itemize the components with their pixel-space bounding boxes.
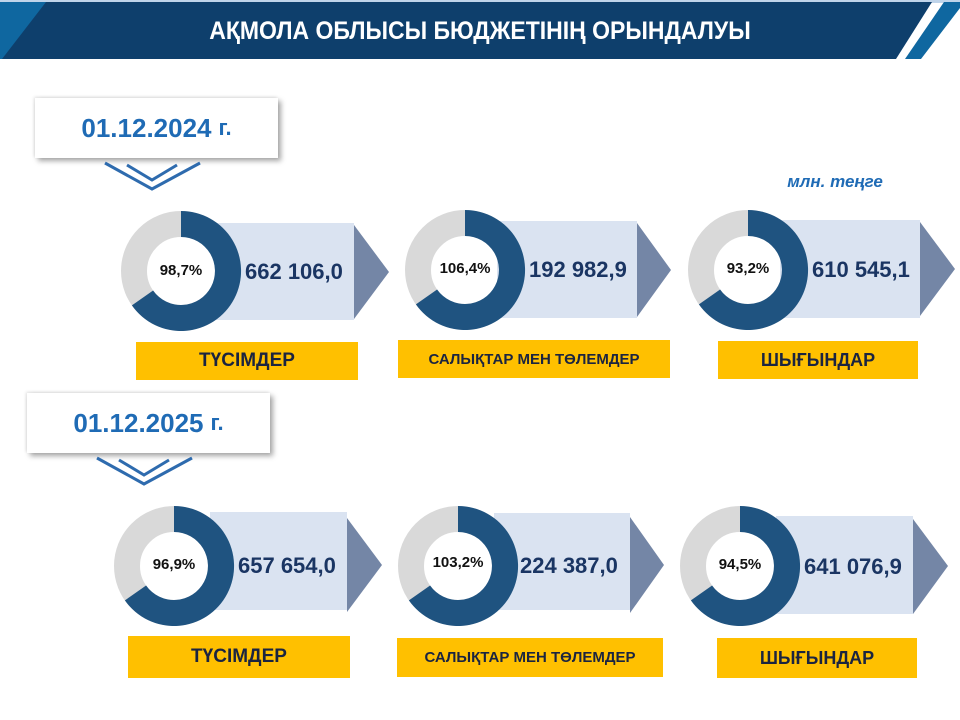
amount-value: 641 076,9 — [804, 554, 902, 579]
amount-value: 224 387,0 — [520, 553, 618, 578]
amount-value: 610 545,1 — [812, 257, 910, 282]
percent-label: 94,5% — [718, 556, 762, 573]
donut-chart — [405, 209, 671, 330]
chevron-down-icon — [96, 456, 193, 486]
header-banner: АҚМОЛА ОБЛЫСЫ БЮДЖЕТІНІҢ ОРЫНДАЛУЫ — [0, 0, 960, 60]
donut-chart — [680, 505, 948, 626]
card-taxes-2024: 106,4% 192 982,9 САЛЫҚТАР МЕН ТӨЛЕМДЕР — [398, 209, 685, 385]
percent-label: 93,2% — [726, 260, 770, 277]
category-label: САЛЫҚТАР МЕН ТӨЛЕМДЕР — [397, 638, 663, 677]
category-label: ТҮСІМДЕР — [128, 636, 350, 678]
percent-label: 96,9% — [152, 556, 196, 573]
donut-chart — [121, 210, 389, 331]
amount-value: 192 982,9 — [529, 257, 627, 282]
card-revenue-2025: 96,9% 657 654,0 ТҮСІМДЕР — [114, 505, 394, 686]
chevron-down-icon — [104, 161, 201, 191]
percent-label: 103,2% — [432, 554, 484, 571]
card-expenses-2025: 94,5% 641 076,9 ШЫҒЫНДАР — [680, 505, 960, 686]
date-box-2024: 01.12.2024 г. — [35, 98, 278, 158]
date-value: 01.12.2025 — [73, 407, 204, 438]
percent-label: 106,4% — [439, 260, 491, 277]
header-background — [0, 0, 960, 59]
date-value: 01.12.2024 — [81, 112, 212, 143]
amount-value: 657 654,0 — [238, 553, 336, 578]
category-label: ТҮСІМДЕР — [136, 342, 358, 380]
date-suffix: г. — [218, 115, 232, 140]
donut-chart — [688, 209, 955, 330]
unit-label: млн. теңге — [787, 172, 883, 191]
date-box-2025: 01.12.2025 г. — [27, 393, 270, 453]
category-label: ШЫҒЫНДАР — [718, 341, 918, 379]
page-title: АҚМОЛА ОБЛЫСЫ БЮДЖЕТІНІҢ ОРЫНДАЛУЫ — [209, 17, 751, 45]
category-label: САЛЫҚТАР МЕН ТӨЛЕМДЕР — [398, 340, 670, 378]
card-revenue-2024: 98,7% 662 106,0 ТҮСІМДЕР — [121, 210, 401, 386]
donut-chart — [114, 505, 382, 626]
donut-chart — [398, 505, 664, 626]
card-expenses-2024: 93,2% 610 545,1 ШЫҒЫНДАР — [688, 209, 960, 385]
card-taxes-2025: 103,2% 224 387,0 САЛЫҚТАР МЕН ТӨЛЕМДЕР — [397, 505, 678, 686]
percent-label: 98,7% — [159, 262, 203, 279]
amount-value: 662 106,0 — [245, 259, 343, 284]
category-label: ШЫҒЫНДАР — [717, 638, 917, 678]
date-suffix: г. — [210, 410, 224, 435]
